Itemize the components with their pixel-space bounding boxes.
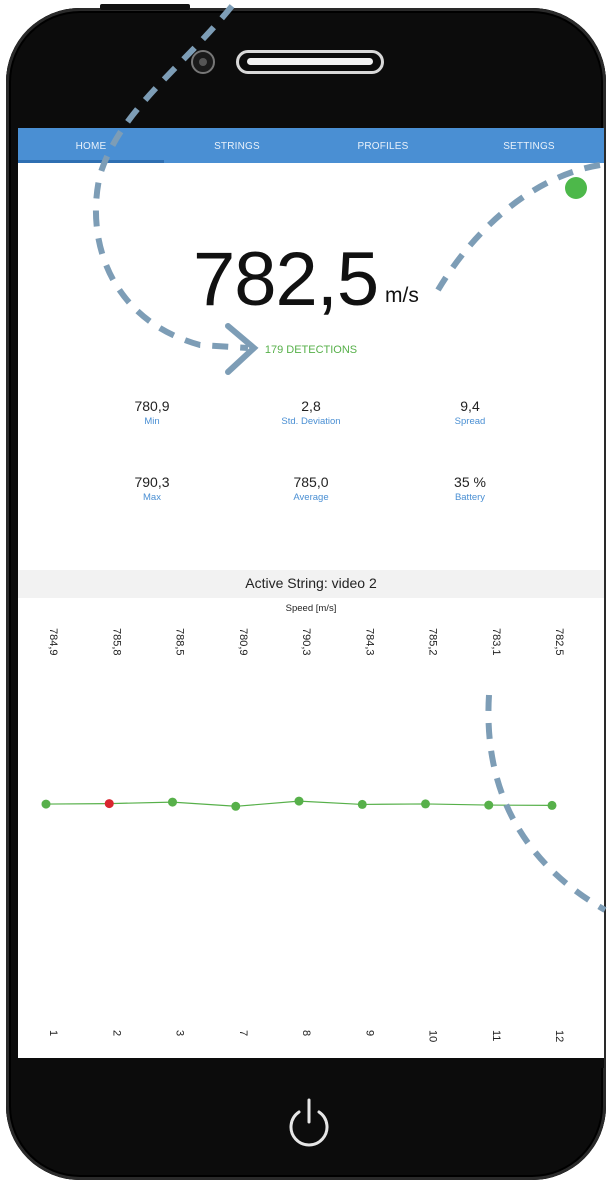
detections-count: 179 DETECTIONS — [264, 344, 358, 356]
active-string-title: Active String: video 2 — [245, 575, 377, 591]
x-tick-label: 10 — [427, 1030, 439, 1042]
x-tick-label: 3 — [174, 1030, 186, 1036]
data-label: 780,9 — [237, 628, 249, 656]
data-label: 785,8 — [110, 628, 122, 656]
power-button-icon[interactable] — [285, 1094, 333, 1150]
data-point[interactable] — [357, 799, 367, 809]
stat-value: 9,4 — [460, 398, 480, 414]
data-label: 783,1 — [490, 628, 502, 656]
x-tick-label: 7 — [237, 1030, 249, 1036]
stat-value: 785,0 — [293, 474, 329, 490]
data-point[interactable] — [104, 799, 114, 809]
data-label: 790,3 — [300, 628, 312, 656]
stat-label: Max — [143, 492, 161, 503]
stat-label: Std. Deviation — [281, 416, 341, 427]
data-point[interactable] — [294, 796, 304, 806]
bottom-bezel — [18, 1058, 604, 1068]
x-tick-label: 1 — [47, 1030, 59, 1036]
data-point[interactable] — [231, 801, 241, 811]
camera-icon — [191, 50, 215, 74]
app-screen: HOME STRINGS PROFILES SETTINGS 782,5 m/s… — [18, 128, 604, 1058]
tab-settings[interactable]: SETTINGS — [503, 141, 555, 152]
data-label: 782,5 — [553, 628, 565, 656]
x-tick-label: 2 — [110, 1030, 122, 1036]
data-point[interactable] — [168, 797, 177, 807]
data-label: 784,3 — [363, 628, 375, 656]
speed-chart: Speed [m/s] 784,9 1 785,8 2 788,5 3 780,9 7 790,… — [41, 603, 565, 1042]
data-point[interactable] — [41, 799, 51, 809]
tab-home[interactable]: HOME — [18, 128, 164, 163]
stat-label: Spread — [454, 416, 486, 427]
x-tick-label: 8 — [300, 1030, 312, 1036]
stat-value: 2,8 — [301, 398, 321, 414]
current-speed-unit: m/s — [385, 284, 419, 307]
stat-average: 785,0 Average — [251, 474, 371, 503]
nav-bar: HOME STRINGS PROFILES SETTINGS — [18, 128, 604, 163]
data-label: 784,9 — [47, 628, 59, 656]
stat-label: Average — [293, 492, 329, 503]
tab-profiles[interactable]: PROFILES — [357, 141, 409, 152]
speaker-grille — [236, 50, 384, 74]
stat-min: 780,9 Min — [92, 398, 212, 427]
volume-button — [100, 4, 190, 10]
current-speed-value: 782,5 — [193, 237, 379, 322]
data-point[interactable] — [547, 800, 557, 810]
data-point[interactable] — [421, 799, 430, 809]
stat-spread: 9,4 Spread — [410, 398, 530, 427]
stat-std-deviation: 2,8 Std. Deviation — [251, 398, 371, 427]
stat-battery: 35 % Battery — [410, 474, 530, 503]
data-label: 788,5 — [174, 628, 186, 656]
stat-label: Min — [144, 416, 160, 427]
x-tick-label: 9 — [363, 1030, 375, 1036]
data-point[interactable] — [484, 800, 494, 810]
chart-ylabel: Speed [m/s] — [286, 603, 337, 614]
stat-label: Battery — [454, 492, 486, 503]
stat-value: 780,9 — [134, 398, 170, 414]
x-tick-label: 12 — [553, 1030, 565, 1042]
stat-max: 790,3 Max — [92, 474, 212, 503]
tab-strings[interactable]: STRINGS — [214, 141, 260, 152]
stat-value: 35 % — [454, 474, 486, 490]
x-tick-label: 11 — [490, 1030, 502, 1041]
data-label: 785,2 — [427, 628, 439, 656]
stat-value: 790,3 — [134, 474, 170, 490]
active-string-bar — [18, 570, 604, 598]
